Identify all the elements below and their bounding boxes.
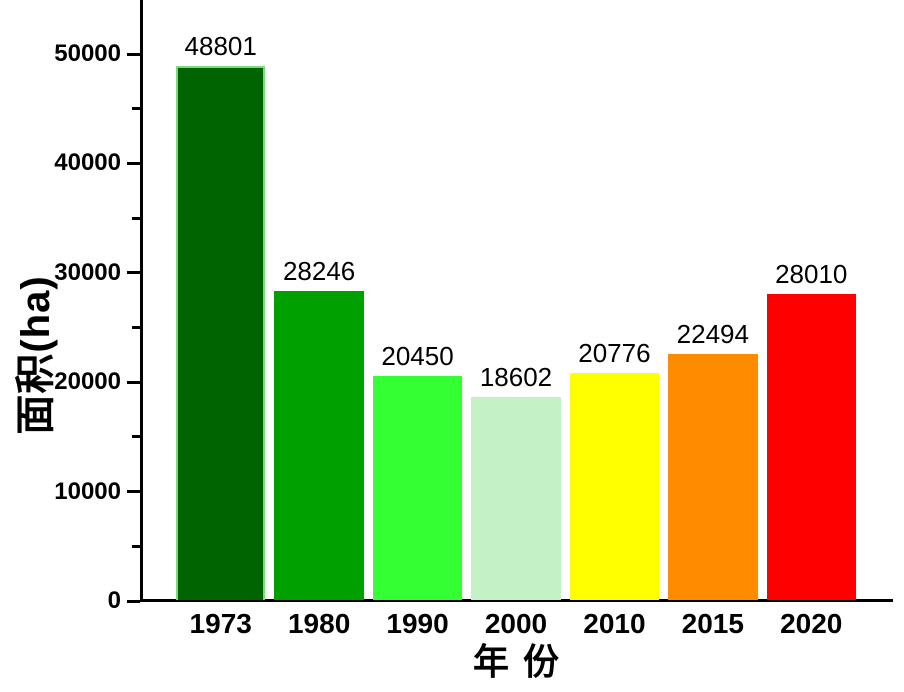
y-major-tick — [127, 52, 140, 56]
plot-area: 48801 1973 28246 1980 20450 1990 18602 2000 2077… — [143, 0, 893, 638]
bar-2015 — [668, 353, 758, 600]
y-minor-tick — [132, 544, 140, 548]
bar-2000 — [471, 396, 561, 600]
x-axis-line — [140, 599, 893, 602]
y-tick-label: 0 — [107, 587, 121, 614]
x-tick-label: 2010 — [583, 608, 646, 639]
bar-slot: 20776 2010 — [569, 337, 660, 638]
y-axis-title: 面积(ha) — [14, 275, 58, 435]
x-tick-label: 2020 — [780, 608, 843, 639]
bar-slot: 20450 1990 — [372, 341, 463, 638]
bar-1980 — [274, 291, 364, 600]
y-major-tick — [127, 490, 140, 494]
bar-slot: 48801 1973 — [176, 31, 266, 638]
bar-slot: 28246 1980 — [274, 256, 364, 638]
y-tick-label: 20000 — [54, 368, 121, 396]
x-tick-label: 2000 — [484, 608, 548, 639]
bar-1990 — [372, 376, 463, 600]
bar-value-label: 20776 — [578, 337, 651, 368]
y-major-tick — [127, 599, 140, 603]
bar-value-label: 48801 — [184, 31, 257, 62]
y-minor-tick — [132, 216, 140, 220]
y-tick-label: 40000 — [54, 149, 121, 177]
y-minor-tick — [132, 107, 140, 111]
bar-value-label: 22494 — [676, 318, 749, 349]
bar-2020 — [766, 293, 856, 600]
x-tick-label: 1990 — [386, 608, 449, 639]
x-tick-label: 1973 — [189, 608, 252, 639]
bar-slot: 22494 2015 — [668, 318, 758, 638]
bar-slot: 28010 2020 — [766, 258, 856, 638]
y-axis-line — [140, 0, 143, 602]
x-axis-title: 年 份 — [472, 641, 562, 682]
y-tick-label: 50000 — [54, 40, 121, 67]
y-major-tick — [127, 380, 140, 384]
y-major-tick — [127, 271, 140, 275]
y-major-tick — [127, 161, 140, 165]
bar-2010 — [569, 372, 660, 600]
x-tick-label: 1980 — [287, 608, 351, 639]
y-tick-label: 10000 — [54, 477, 121, 505]
bar-value-label: 28010 — [775, 258, 848, 289]
bar-1973 — [176, 66, 266, 600]
bar-value-label: 28246 — [282, 256, 356, 286]
y-tick-label: 30000 — [54, 258, 121, 286]
bar-value-label: 18602 — [479, 361, 553, 392]
y-minor-tick — [132, 435, 140, 439]
y-minor-tick — [132, 326, 140, 329]
bar-value-label: 20450 — [381, 341, 454, 372]
bar-slot: 18602 2000 — [471, 361, 561, 638]
x-tick-label: 2015 — [681, 608, 744, 639]
